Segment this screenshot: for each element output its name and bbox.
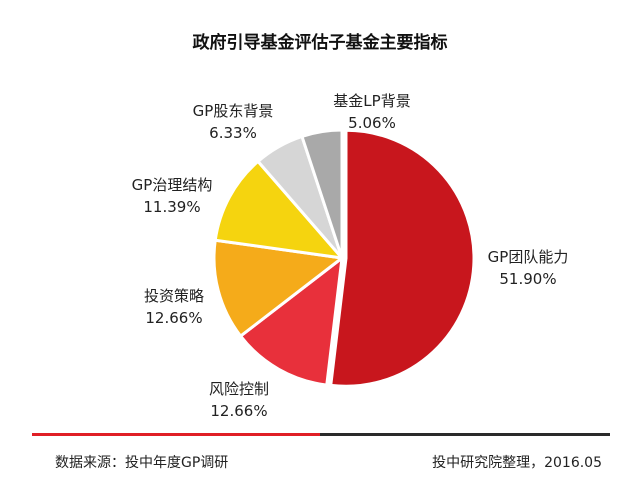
slice-value-label: 6.33% — [209, 124, 257, 142]
slice-category-label: 风险控制 — [209, 380, 269, 398]
slice-category-label: GP股东背景 — [193, 102, 274, 120]
slice-value-label: 12.66% — [210, 402, 267, 420]
slice-value-label: 12.66% — [145, 309, 202, 327]
footer-divider-red — [32, 433, 320, 436]
pie-slice — [300, 128, 344, 259]
pie-slice — [212, 238, 346, 339]
slice-category-label: 基金LP背景 — [333, 92, 410, 110]
pie-slice — [329, 128, 476, 388]
slice-category-label: GP治理结构 — [132, 176, 213, 194]
chart-title: 政府引导基金评估子基金主要指标 — [192, 33, 448, 53]
slice-value-label: 5.06% — [348, 114, 396, 132]
slice-value-label: 11.39% — [143, 198, 200, 216]
pie-slice — [213, 159, 346, 261]
slice-category-label: 投资策略 — [144, 287, 204, 305]
footer-divider-dark — [320, 433, 610, 436]
compiled-by: 投中研究院整理，2016.05 — [432, 455, 602, 471]
slice-value-label: 51.90% — [499, 270, 556, 288]
slice-category-label: GP团队能力 — [488, 248, 569, 266]
pie-slice — [238, 254, 344, 387]
data-source: 数据来源：投中年度GP调研 — [55, 455, 229, 471]
pie-chart: GP团队能力 51.90% 风险控制 12.66% 投资策略 12.66% GP治理结构 11… — [132, 92, 569, 420]
